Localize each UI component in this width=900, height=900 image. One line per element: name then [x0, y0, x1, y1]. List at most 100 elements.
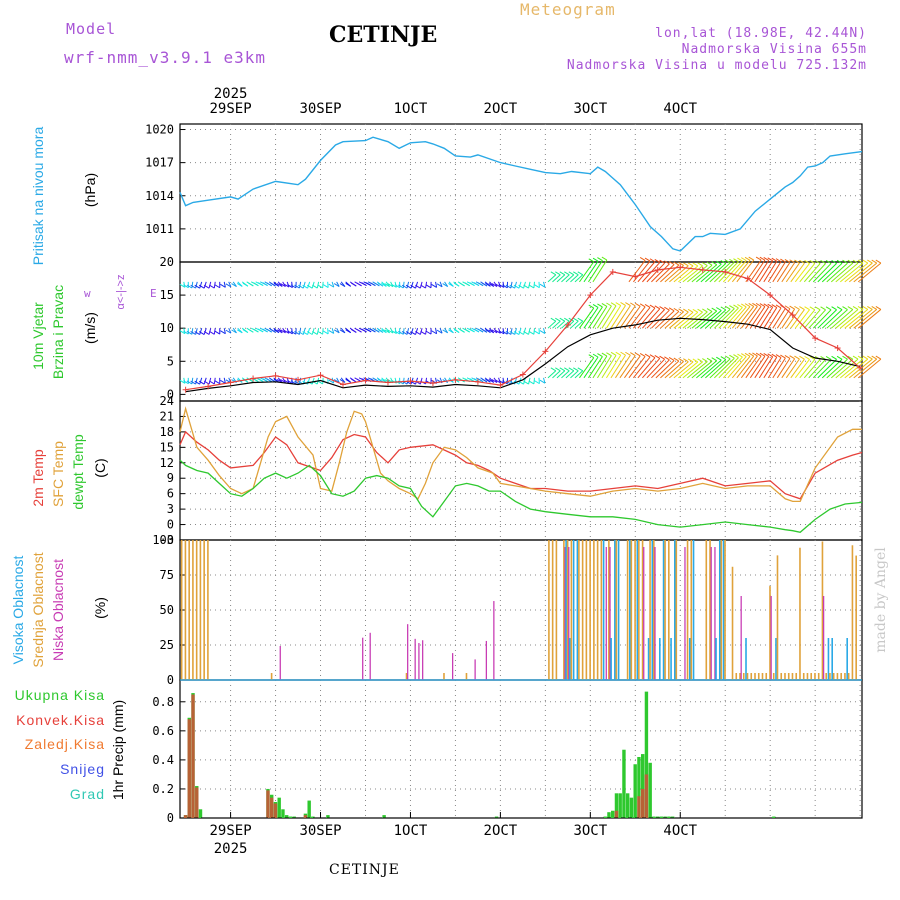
- wind-barb-flag: [398, 284, 404, 289]
- wind-barb-flag: [377, 282, 384, 287]
- cloud-low-bar: [422, 640, 424, 680]
- wind-barb: [839, 358, 864, 379]
- wind-barb-flag: [755, 352, 762, 357]
- wind-barb-flag: [425, 284, 432, 289]
- cloud-low-bar: [407, 624, 409, 680]
- wind-barb: [821, 309, 843, 329]
- wind-barb-flag: [702, 358, 708, 362]
- wind-barb-flag: [804, 259, 810, 264]
- wind-barb: [794, 263, 810, 283]
- cloud-mid-bar: [739, 673, 741, 680]
- wind-barb-flag: [649, 258, 656, 263]
- cloud-high-bar: [831, 638, 833, 680]
- wind-barb: [655, 360, 675, 379]
- wind-barb-flag: [203, 284, 210, 289]
- wind-barb-flag: [225, 283, 232, 288]
- wind-barb-flag: [767, 303, 773, 308]
- legend-hail: Grad: [69, 786, 105, 802]
- wind-barb: [601, 305, 617, 329]
- wind-barb-flag: [242, 282, 249, 287]
- wind-barb: [307, 281, 311, 289]
- cloud-mid-bar: [675, 540, 678, 680]
- precip-convective-bar: [273, 803, 278, 818]
- wind-barb-flag: [744, 256, 751, 261]
- cloud-mid-bar: [810, 673, 813, 680]
- wind-barb: [183, 281, 186, 288]
- wind-barb-flag: [759, 256, 766, 261]
- wind-barb: [857, 358, 882, 379]
- precip-total-bar: [603, 816, 607, 818]
- cloud-high-bar: [614, 540, 616, 680]
- wind-barb: [402, 377, 405, 385]
- wind-barb-flag: [771, 257, 778, 262]
- wind-barb-flag: [720, 356, 727, 360]
- precip-total-bar: [637, 756, 641, 818]
- cloud-high-bar: [670, 638, 672, 680]
- wind-barb-flag: [425, 330, 432, 335]
- wind-barb-flag: [459, 328, 465, 333]
- wind-barb-flag: [687, 262, 694, 267]
- wind-barb-flag: [186, 330, 193, 335]
- wind-barb-flag: [748, 352, 754, 357]
- wind-barb-flag: [498, 380, 505, 384]
- wind-barb-flag: [664, 260, 670, 265]
- wind-barb: [579, 307, 595, 329]
- wind-barb: [311, 328, 315, 335]
- wind-barb: [687, 311, 708, 329]
- wind-barb-flag: [186, 380, 193, 385]
- wind-barb: [785, 358, 800, 379]
- wind-ytick-label: 5: [167, 354, 174, 368]
- wind-barb: [547, 274, 557, 283]
- wind-barb-flag: [290, 380, 297, 385]
- wind-barb-flag: [473, 282, 480, 286]
- legend-freezing-rain: Zaledj.Kisa: [24, 736, 105, 752]
- wind-barb: [651, 263, 670, 283]
- wind-barb-flag: [420, 284, 426, 289]
- cloud-mid-bar: [847, 673, 850, 680]
- cloud-low-bar: [564, 547, 566, 680]
- wind-barb: [736, 259, 755, 283]
- wind-barb: [767, 261, 782, 283]
- wind-barb: [754, 260, 770, 283]
- wind-barb-flag: [697, 358, 703, 363]
- wind-barb-flag: [842, 355, 848, 360]
- wind-barb: [410, 281, 414, 289]
- wind-barb-flag: [875, 306, 882, 310]
- wind-barb-flag: [523, 380, 529, 385]
- wind-barb-flag: [365, 328, 372, 333]
- wind-barb: [830, 262, 854, 283]
- wind-barb-flag: [469, 328, 475, 333]
- cloud-mid-bar: [772, 673, 775, 680]
- wind-barb-flag: [748, 256, 754, 261]
- wind-barb-flag: [431, 330, 437, 335]
- wind-barb: [514, 328, 517, 335]
- wind-barb-flag: [539, 379, 546, 384]
- wind-barb: [682, 311, 703, 329]
- pressure-ytick-label: 1011: [145, 222, 174, 236]
- cloud-mid-bar: [664, 540, 666, 680]
- wind-barb-flag: [498, 330, 505, 335]
- wind-barb-flag: [702, 308, 708, 313]
- wind-ytick-label: 10: [160, 321, 174, 335]
- wind-barb-flag: [630, 302, 636, 307]
- wind-barb-flag: [644, 303, 651, 308]
- wind-barb-flag: [639, 257, 646, 261]
- x-tick-label-top: 29SEP: [210, 101, 252, 117]
- wind-barb-flag: [744, 303, 751, 308]
- wind-barb-flag: [179, 283, 186, 288]
- wind-barb-flag: [771, 304, 778, 308]
- cloud-mid-bar: [570, 540, 573, 680]
- cloud-mid-bar: [581, 540, 584, 680]
- wind-barb: [203, 328, 207, 335]
- wind-barb-flag: [505, 330, 512, 335]
- wind-barb-flag: [687, 358, 694, 363]
- wind-barb-flag: [276, 329, 283, 334]
- wind-barb: [844, 358, 869, 379]
- cloud-high-bar: [602, 540, 605, 680]
- wind-barb-flag: [763, 353, 769, 357]
- wind-barb-flag: [737, 257, 743, 262]
- wind-barb: [502, 328, 505, 334]
- wind-barb-flag: [333, 283, 340, 287]
- wind-barb-flag: [799, 355, 805, 360]
- wind-barb: [826, 309, 848, 329]
